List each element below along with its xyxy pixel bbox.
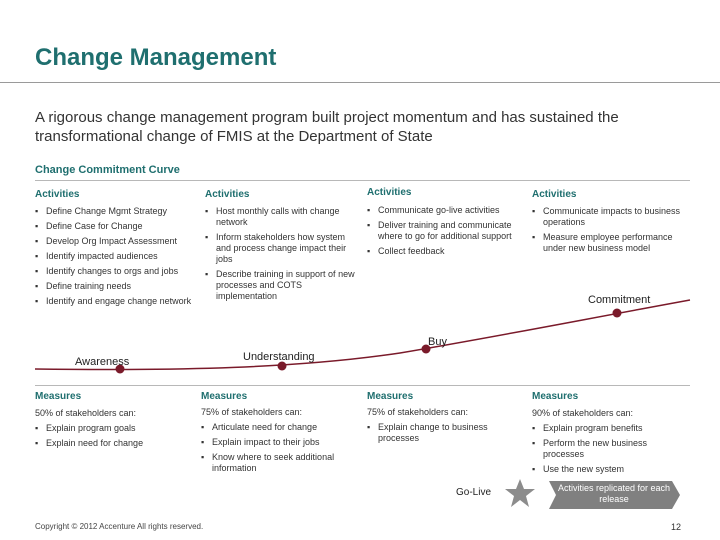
list-item: Define Case for Change [35, 221, 195, 232]
list-item: Explain need for change [35, 438, 195, 449]
activities-header-4: Activities [532, 189, 577, 200]
measures-intro-3: 75% of stakeholders can: [367, 407, 469, 417]
title-rule [0, 82, 720, 83]
stage-buy: Buy [428, 336, 447, 348]
measures-header-1: Measures [35, 391, 82, 402]
list-item: Measure employee performance under new b… [532, 232, 692, 254]
list-item: Know where to seek additional informatio… [201, 452, 353, 474]
list-item: Perform the new business processes [532, 438, 662, 460]
measures-intro-2: 75% of stakeholders can: [201, 407, 303, 417]
list-item: Explain impact to their jobs [201, 437, 353, 448]
stage-commitment: Commitment [588, 294, 651, 306]
page-number: 12 [671, 522, 682, 532]
list-item: Host monthly calls with change network [205, 206, 357, 228]
commitment-curve [34, 299, 691, 371]
marker-buy [421, 344, 431, 354]
measures-list-2: Articulate need for change Explain impac… [201, 422, 353, 478]
list-item: Describe training in support of new proc… [205, 269, 357, 302]
activities-list-2: Host monthly calls with change network I… [205, 206, 357, 306]
release-arrow-label: Activities replicated for each release [557, 483, 671, 504]
stage-understanding: Understanding [243, 351, 315, 363]
activities-list-4: Communicate impacts to business operatio… [532, 206, 692, 258]
activities-list-1: Define Change Mgmt Strategy Define Case … [35, 206, 195, 311]
activities-header-3: Activities [367, 187, 412, 198]
marker-commitment [612, 308, 622, 318]
marker-understanding [277, 361, 287, 371]
measures-header-3: Measures [367, 391, 414, 402]
golive-star-icon [505, 479, 535, 507]
measures-header-4: Measures [532, 391, 579, 402]
activities-header-2: Activities [205, 189, 250, 200]
activities-list-3: Communicate go-live activities Deliver t… [367, 205, 517, 261]
list-item: Deliver training and communicate where t… [367, 220, 517, 242]
list-item: Develop Org Impact Assessment [35, 236, 195, 247]
measures-header-2: Measures [201, 391, 248, 402]
measures-list-3: Explain change to business processes [367, 422, 517, 448]
list-item: Define Change Mgmt Strategy [35, 206, 195, 217]
stage-awareness: Awareness [75, 356, 130, 368]
divider-top [35, 180, 690, 181]
list-item: Inform stakeholders how system and proce… [205, 232, 357, 265]
list-item: Articulate need for change [201, 422, 353, 433]
list-item: Use the new system [532, 464, 662, 475]
list-item: Define training needs [35, 281, 195, 292]
curve-title: Change Commitment Curve [35, 164, 180, 176]
list-item: Explain change to business processes [367, 422, 517, 444]
list-item: Explain program benefits [532, 423, 662, 434]
slide-subtitle: A rigorous change management program bui… [35, 109, 619, 145]
activities-header-1: Activities [35, 189, 80, 200]
divider-middle [35, 385, 690, 386]
golive-label: Go-Live [456, 487, 492, 498]
list-item: Identify impacted audiences [35, 251, 195, 262]
measures-intro-1: 50% of stakeholders can: [35, 408, 137, 418]
list-item: Communicate go-live activities [367, 205, 517, 216]
slide-title: Change Management [35, 44, 277, 71]
copyright-footer: Copyright © 2012 Accenture All rights re… [35, 522, 204, 531]
list-item: Collect feedback [367, 246, 517, 257]
measures-list-4: Explain program benefits Perform the new… [532, 423, 662, 479]
marker-awareness [115, 364, 125, 374]
measures-list-1: Explain program goals Explain need for c… [35, 423, 195, 453]
list-item: Identify and engage change network [35, 296, 195, 307]
measures-intro-4: 90% of stakeholders can: [532, 408, 634, 418]
list-item: Communicate impacts to business operatio… [532, 206, 692, 228]
release-arrow [549, 481, 680, 509]
list-item: Identify changes to orgs and jobs [35, 266, 195, 277]
list-item: Explain program goals [35, 423, 195, 434]
